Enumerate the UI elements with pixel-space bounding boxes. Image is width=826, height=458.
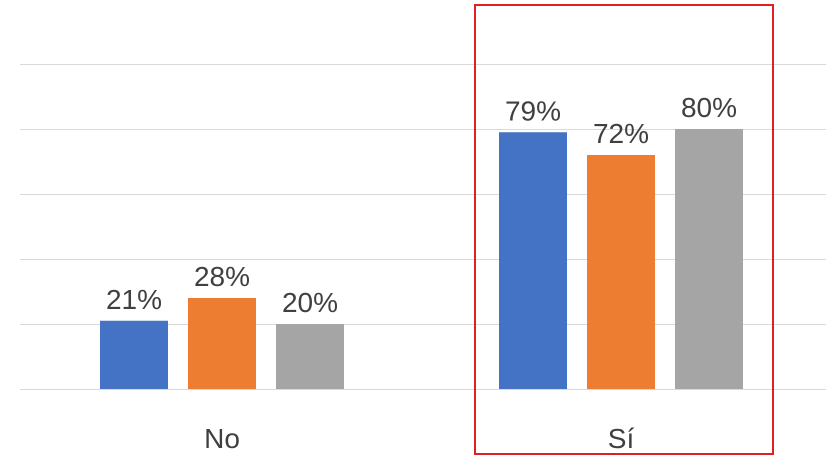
bar-sí-2 bbox=[587, 155, 655, 389]
value-label-no-3: 20% bbox=[282, 287, 338, 318]
bar-no-1 bbox=[100, 321, 168, 389]
bar-no-2 bbox=[188, 298, 256, 389]
value-label-sí-1: 79% bbox=[505, 95, 561, 126]
value-label-no-2: 28% bbox=[194, 261, 250, 292]
value-label-sí-3: 80% bbox=[681, 92, 737, 123]
category-label-1: No bbox=[204, 423, 240, 454]
bar-sí-3 bbox=[675, 129, 743, 389]
value-label-no-1: 21% bbox=[106, 284, 162, 315]
bar-no-3 bbox=[276, 324, 344, 389]
category-label-2: Sí bbox=[608, 423, 635, 454]
value-label-sí-2: 72% bbox=[593, 118, 649, 149]
category-labels: No Sí bbox=[204, 423, 634, 454]
bar-sí-1 bbox=[499, 132, 567, 389]
